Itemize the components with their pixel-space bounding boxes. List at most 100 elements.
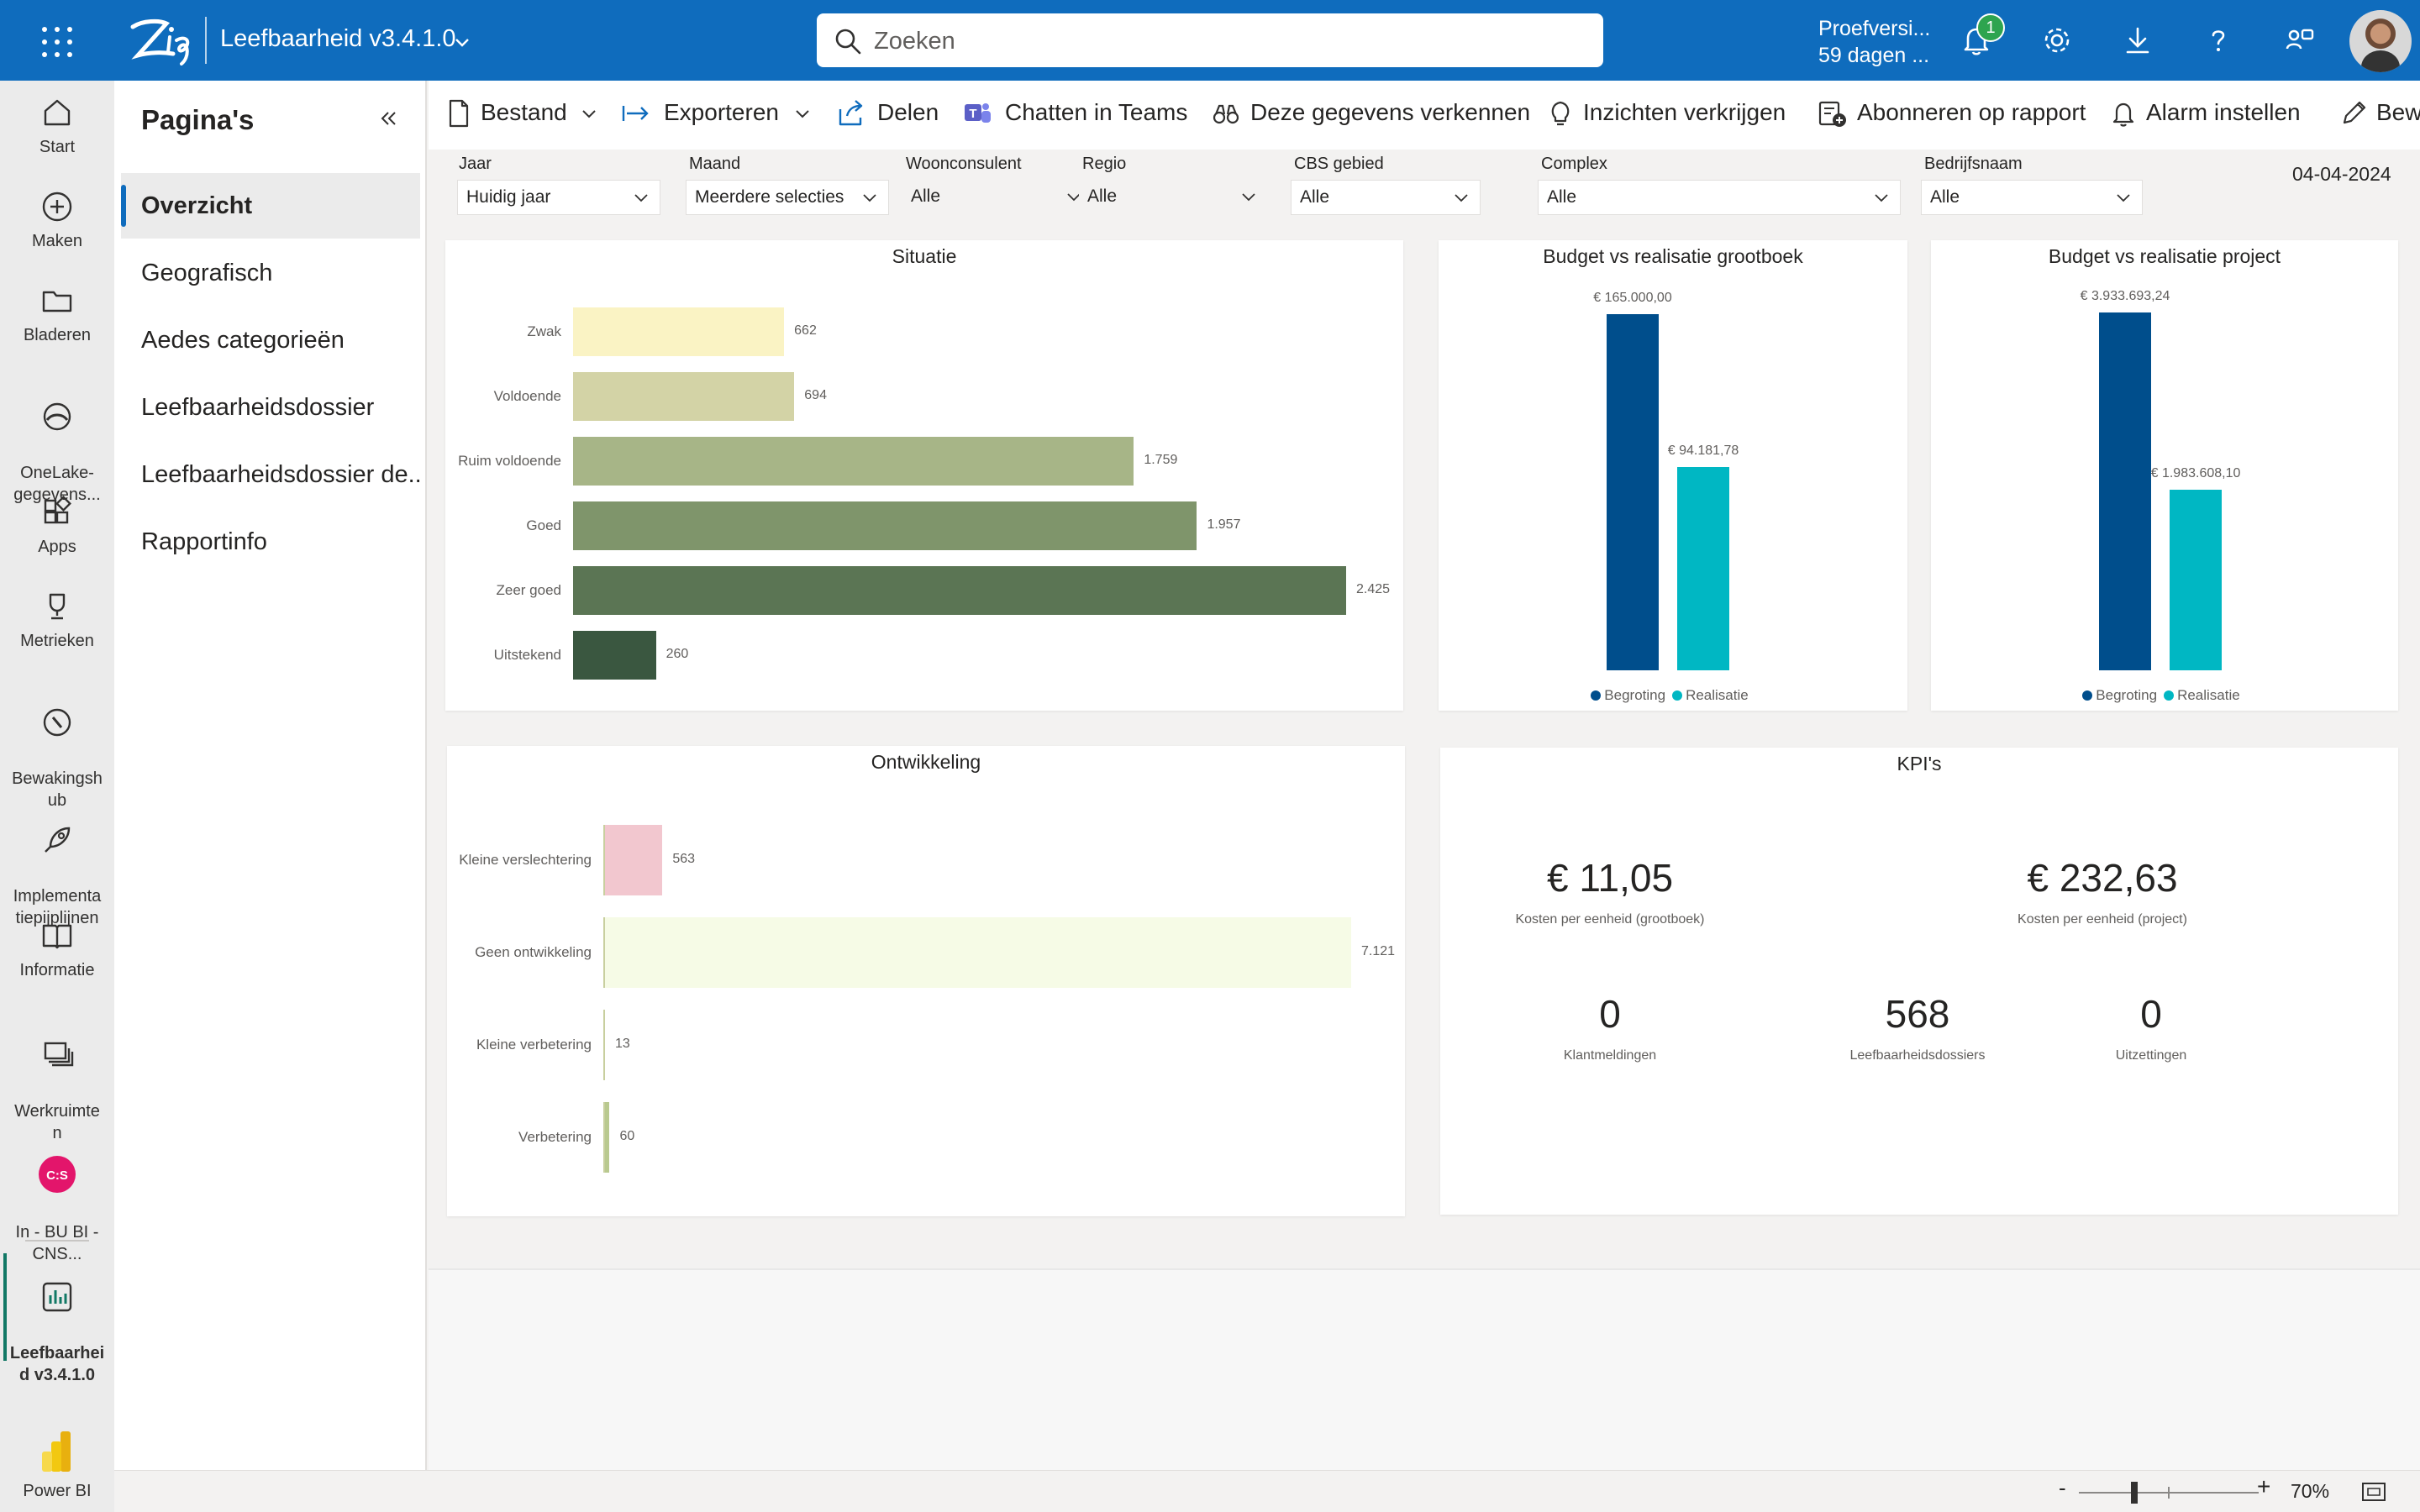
search-input[interactable]: Zoeken xyxy=(874,28,955,55)
brand-logo-icon[interactable] xyxy=(126,15,195,66)
bar[interactable] xyxy=(573,372,795,421)
bar[interactable] xyxy=(603,1010,605,1080)
legend-item[interactable]: Begroting xyxy=(1591,687,1665,703)
file-icon xyxy=(449,99,469,128)
legend-item[interactable]: Realisatie xyxy=(2164,687,2240,703)
zoom-slider-handle[interactable] xyxy=(2131,1482,2138,1504)
command-bar: Bestand Exporteren Delen T Chatten in Te… xyxy=(429,81,2420,150)
rail-item-informatie[interactable]: Informatie xyxy=(0,917,114,981)
chevron-down-icon[interactable] xyxy=(792,102,813,124)
page-item-leefbaarheidsdossier-detail[interactable]: Leefbaarheidsdossier de... xyxy=(141,461,420,488)
bar[interactable] xyxy=(2099,312,2151,670)
feedback-icon[interactable] xyxy=(2279,20,2319,60)
chart-title: Ontwikkeling xyxy=(871,751,981,773)
search-box[interactable]: Zoeken xyxy=(817,13,1603,67)
rail-item-apps[interactable]: Apps xyxy=(0,494,114,558)
slicer-bedrijfsnaam[interactable]: Alle xyxy=(1921,180,2143,215)
bar[interactable] xyxy=(603,917,1351,988)
alarm-instellen-button[interactable]: Alarm instellen xyxy=(2146,99,2301,125)
bar[interactable] xyxy=(573,437,1134,486)
slicer-regio[interactable]: Alle xyxy=(1079,180,1267,215)
canvas-background xyxy=(429,1268,2420,1470)
rail-label: Start xyxy=(39,138,76,156)
collapse-pane-icon[interactable] xyxy=(375,106,400,131)
rail-label: Werkruimte n xyxy=(14,1102,100,1142)
legend-item[interactable]: Realisatie xyxy=(1672,687,1749,703)
bestand-button[interactable]: Bestand xyxy=(481,99,567,125)
kpi-title: KPI's xyxy=(1897,753,1942,774)
data-label: 694 xyxy=(804,388,827,402)
legend-label: Begroting xyxy=(1604,687,1666,703)
abonneren-op-rapport-button[interactable]: Abonneren op rapport xyxy=(1857,99,2086,125)
chart-legend: Begroting Realisatie xyxy=(1931,687,2398,704)
bewerken-button[interactable]: Bew xyxy=(2376,99,2420,125)
bar[interactable] xyxy=(573,501,1197,550)
bar[interactable] xyxy=(573,631,656,680)
bar[interactable] xyxy=(1607,314,1659,670)
page-item-rapportinfo[interactable]: Rapportinfo xyxy=(141,528,267,555)
rail-item-metrieken[interactable]: Metrieken xyxy=(0,588,114,652)
chevron-down-icon[interactable] xyxy=(452,32,472,52)
chatten-in-teams-button[interactable]: Chatten in Teams xyxy=(1005,99,1188,125)
data-label: € 165.000,00 xyxy=(1593,291,1672,305)
avatar[interactable] xyxy=(2349,10,2412,72)
lightbulb-icon xyxy=(1551,101,1570,126)
rail-label: Bewakingsh ub xyxy=(12,769,103,810)
bar[interactable] xyxy=(603,825,663,895)
page-item-overzicht[interactable]: Overzicht xyxy=(121,173,420,239)
download-icon[interactable] xyxy=(2118,20,2158,60)
rail-item-powerbi[interactable]: Power BI xyxy=(0,1428,114,1502)
legend-label: Begroting xyxy=(2096,687,2158,703)
bar[interactable] xyxy=(573,566,1346,615)
rail-item-onelake[interactable]: OneLake- gegevens... xyxy=(0,376,114,506)
rail-item-cns-workspace[interactable]: C:S In - BU BI - CNS... xyxy=(0,1132,114,1265)
ontwikkeling-chart[interactable]: Ontwikkeling Kleine verslechtering 563 Gee… xyxy=(447,746,1405,1216)
bar[interactable] xyxy=(2170,490,2222,670)
kpi-label-kosten-grootboek: Kosten per eenheid (grootboek) xyxy=(1515,912,1705,927)
rail-label: Metrieken xyxy=(20,632,94,650)
page-item-leefbaarheidsdossier[interactable]: Leefbaarheidsdossier xyxy=(141,394,375,421)
help-icon[interactable] xyxy=(2198,20,2238,60)
rail-item-bewakingshub[interactable]: Bewakingsh ub xyxy=(0,682,114,811)
report-title[interactable]: Leefbaarheid v3.4.1.0 xyxy=(220,25,456,52)
slicer-jaar[interactable]: Huidig jaar xyxy=(457,180,660,215)
zoom-in-button[interactable]: + xyxy=(2257,1473,2271,1499)
rail-item-maken[interactable]: Maken xyxy=(0,188,114,252)
delen-button[interactable]: Delen xyxy=(877,99,939,125)
rail-item-werkruimten[interactable]: Werkruimte n xyxy=(0,1015,114,1144)
kpi-card[interactable]: KPI's € 11,05 Kosten per eenheid (grootb… xyxy=(1440,748,2398,1215)
chevron-down-icon[interactable] xyxy=(578,102,600,124)
bar[interactable] xyxy=(603,1102,610,1173)
legend-item[interactable]: Begroting xyxy=(2082,687,2157,703)
bar[interactable] xyxy=(573,307,785,356)
rail-item-leefbaarheid-report[interactable]: Leefbaarhei d v3.4.1.0 xyxy=(0,1257,114,1386)
trial-status[interactable]: Proefversi... 59 dagen ... xyxy=(1818,15,1930,69)
rail-item-bladeren[interactable]: Bladeren xyxy=(0,282,114,346)
fit-to-page-icon[interactable] xyxy=(2361,1482,2386,1502)
folder-icon xyxy=(42,291,72,312)
exporteren-button[interactable]: Exporteren xyxy=(664,99,779,125)
compass-icon xyxy=(43,708,71,737)
zoom-percentage[interactable]: 70% xyxy=(2291,1480,2330,1502)
onelake-icon xyxy=(43,402,71,431)
rail-item-start[interactable]: Start xyxy=(0,94,114,158)
gear-icon[interactable] xyxy=(2037,20,2077,60)
zoom-out-button[interactable]: - xyxy=(2059,1475,2066,1500)
slicer-woonconsulent[interactable]: Alle xyxy=(902,180,1086,215)
deze-gegevens-verkennen-button[interactable]: Deze gegevens verkennen xyxy=(1250,99,1531,125)
slicer-complex[interactable]: Alle xyxy=(1538,180,1901,215)
rail-item-implementatiepijplijnen[interactable]: Implementa tiepijplijnen xyxy=(0,800,114,929)
budget-project-chart[interactable]: Budget vs realisatie project € 3.933.693… xyxy=(1931,240,2398,711)
situatie-chart[interactable]: Situatie Zwak 662 Voldoende 694 Ruim voldoen… xyxy=(445,240,1403,711)
page-item-geografisch[interactable]: Geografisch xyxy=(141,260,273,286)
slicer-cbs-gebied[interactable]: Alle xyxy=(1291,180,1481,215)
budget-grootboek-chart[interactable]: Budget vs realisatie grootboek € 165.000… xyxy=(1439,240,1907,711)
rail-label: Power BI xyxy=(23,1482,92,1500)
rail-active-indicator xyxy=(3,1253,7,1361)
app-launcher-icon[interactable] xyxy=(40,25,74,59)
slicer-maand[interactable]: Meerdere selecties xyxy=(686,180,889,215)
inzichten-verkrijgen-button[interactable]: Inzichten verkrijgen xyxy=(1583,99,1786,125)
bar[interactable] xyxy=(1677,466,1729,670)
page-item-aedes-categorieen[interactable]: Aedes categorieën xyxy=(141,327,345,354)
legend-label: Realisatie xyxy=(2177,687,2240,703)
